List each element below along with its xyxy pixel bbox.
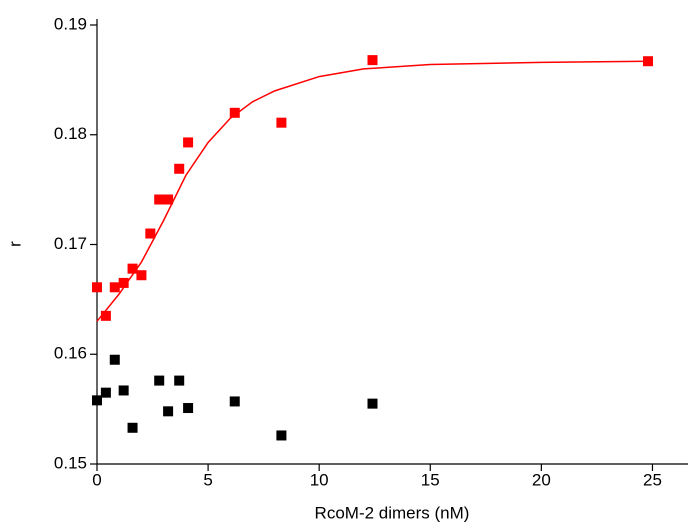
fit-line (96, 60, 653, 322)
x-tick-label: 0 (92, 470, 101, 489)
y-tick-label: 0.17 (54, 234, 87, 253)
x-tick-label: 5 (203, 470, 212, 489)
x-tick-label: 20 (532, 470, 551, 489)
point (367, 398, 378, 409)
point (174, 375, 185, 386)
point (163, 406, 174, 417)
x-axis-label: RcoM-2 dimers (nM) (315, 503, 470, 522)
point (109, 282, 120, 293)
y-tick-label: 0.15 (54, 453, 87, 472)
x-tick-label: 15 (421, 470, 440, 489)
point (92, 282, 102, 293)
point (183, 137, 194, 148)
point (136, 270, 147, 281)
point (109, 354, 120, 365)
x-tick-label: 25 (643, 470, 662, 489)
point (229, 107, 240, 118)
point (154, 375, 165, 386)
point (145, 228, 156, 239)
point (276, 117, 287, 128)
point (163, 194, 174, 205)
point (154, 194, 165, 205)
y-tick-label: 0.16 (54, 344, 87, 363)
point (118, 277, 129, 288)
point (127, 263, 138, 274)
point (92, 395, 102, 406)
point (100, 310, 111, 321)
point (174, 163, 185, 174)
point (118, 385, 129, 396)
point (367, 55, 378, 66)
y-tick-label: 0.18 (54, 124, 87, 143)
point (183, 403, 194, 414)
point (127, 422, 138, 433)
point (229, 396, 240, 407)
point (100, 387, 111, 398)
point (276, 430, 287, 441)
y-axis-label: r (5, 241, 24, 247)
x-tick-label: 10 (310, 470, 329, 489)
y-tick-label: 0.19 (54, 14, 87, 33)
